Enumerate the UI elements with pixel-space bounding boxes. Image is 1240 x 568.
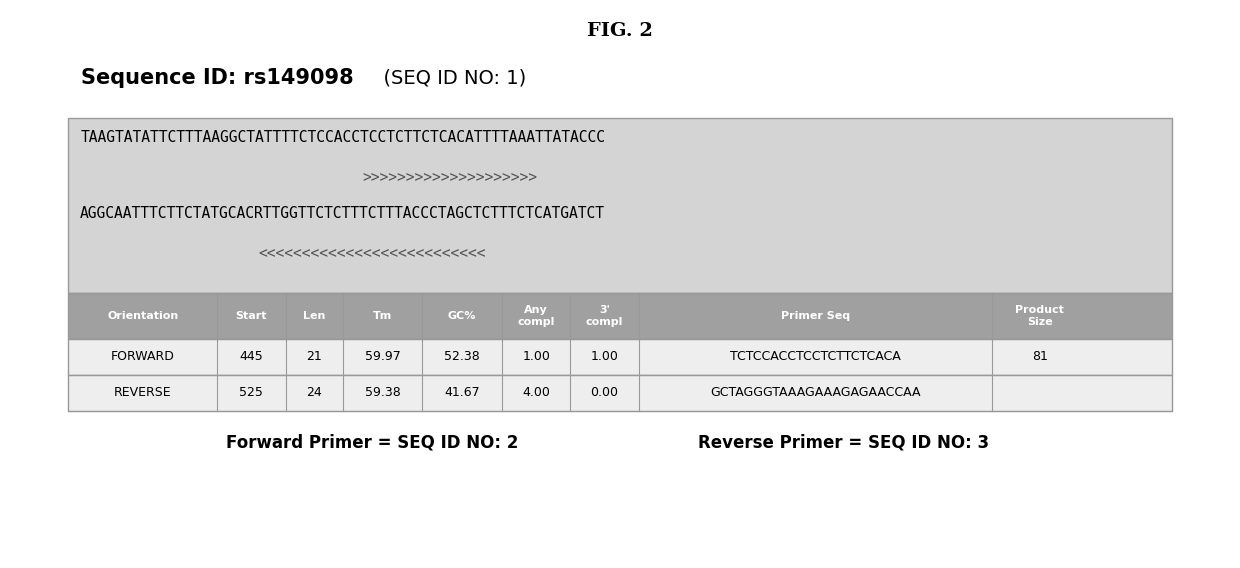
Text: Orientation: Orientation [107,311,179,321]
Text: 59.97: 59.97 [365,350,401,364]
Bar [68,293,1172,339]
Text: Product
Size: Product Size [1016,305,1064,327]
Text: TCTCCACCTCCTCTTCTCACA: TCTCCACCTCCTCTTCTCACA [730,350,900,364]
Text: 21: 21 [306,350,322,364]
Text: 41.67: 41.67 [444,386,480,399]
Text: AGGCAATTTCTTCTATGCACRTTGGTTCTCTTTCTTTACCCTAGCTCTTTCTCATGATCT: AGGCAATTTCTTCTATGCACRTTGGTTCTCTTTCTTTACC… [81,206,605,221]
Bar [68,118,1172,293]
Text: GCTAGGGTAAAGAAAGAGAACCAA: GCTAGGGTAAAGAAAGAGAACCAA [711,386,920,399]
Text: Sequence ID: rs149098: Sequence ID: rs149098 [81,68,353,88]
Text: Reverse Primer = SEQ ID NO: 3: Reverse Primer = SEQ ID NO: 3 [698,433,988,451]
Text: 1.00: 1.00 [522,350,551,364]
Text: 4.00: 4.00 [522,386,551,399]
Text: 445: 445 [239,350,263,364]
Text: Tm: Tm [373,311,392,321]
Text: 0.00: 0.00 [590,386,619,399]
Text: 59.38: 59.38 [365,386,401,399]
Text: FIG. 2: FIG. 2 [587,22,653,40]
Text: Any
compl: Any compl [517,305,554,327]
Text: TAAGTATATTCTTTAAGGCTATTTTCTCCACCTCCTCTTCTCACATTTTAAATTATACCC: TAAGTATATTCTTTAAGGCTATTTTCTCCACCTCCTCTTC… [81,130,605,145]
Text: 1.00: 1.00 [590,350,619,364]
Text: 52.38: 52.38 [444,350,480,364]
Text: FORWARD: FORWARD [110,350,175,364]
Text: Forward Primer = SEQ ID NO: 2: Forward Primer = SEQ ID NO: 2 [226,433,518,451]
Text: 525: 525 [239,386,263,399]
Text: Primer Seq: Primer Seq [781,311,849,321]
Text: (SEQ ID NO: 1): (SEQ ID NO: 1) [371,68,526,87]
Text: 81: 81 [1032,350,1048,364]
Text: <<<<<<<<<<<<<<<<<<<<<<<<<<: <<<<<<<<<<<<<<<<<<<<<<<<<< [258,246,486,261]
Text: 24: 24 [306,386,322,399]
Text: >>>>>>>>>>>>>>>>>>>>: >>>>>>>>>>>>>>>>>>>> [362,170,537,185]
Bar [68,339,1172,375]
Bar [68,375,1172,411]
Text: Len: Len [303,311,325,321]
Text: GC%: GC% [448,311,476,321]
Text: REVERSE: REVERSE [114,386,171,399]
Text: Start: Start [236,311,267,321]
Text: 3'
compl: 3' compl [585,305,624,327]
